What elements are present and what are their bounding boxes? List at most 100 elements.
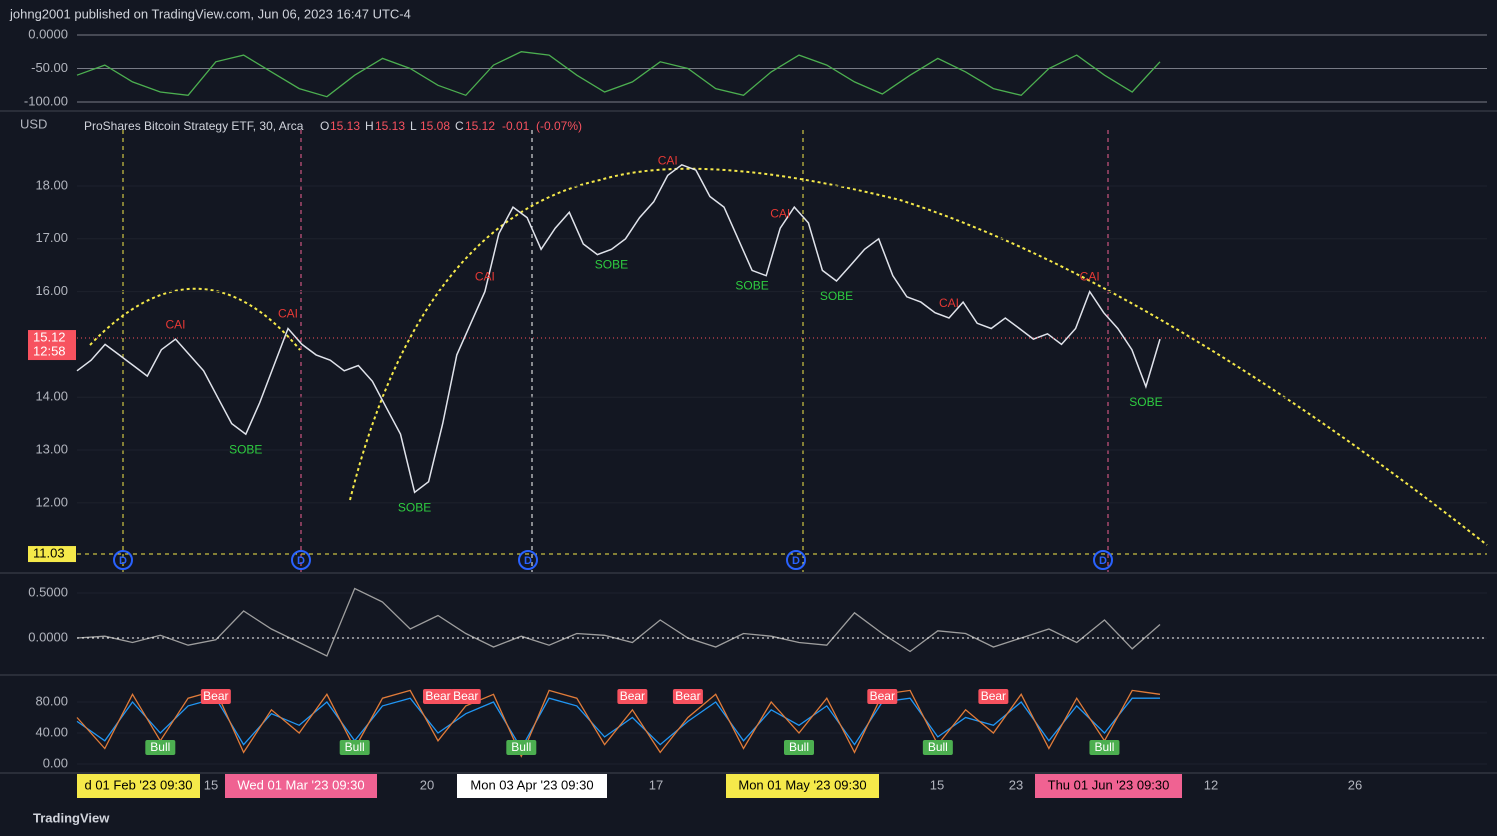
y-tick-label: 0.5000 bbox=[28, 584, 68, 599]
annotation: Bear bbox=[425, 689, 450, 703]
y-tick-label: 12.00 bbox=[35, 494, 68, 509]
dividend-marker bbox=[518, 550, 538, 570]
time-label: Mon 03 Apr '23 09:30 bbox=[470, 777, 593, 792]
annotation: Bear bbox=[203, 689, 228, 703]
currency: USD bbox=[20, 116, 47, 131]
y-tick-label: 0.00 bbox=[43, 755, 68, 770]
annotation: CAI bbox=[165, 317, 185, 331]
dividend-marker bbox=[786, 550, 806, 570]
annotation-box bbox=[617, 689, 648, 704]
level-box bbox=[28, 546, 76, 563]
time-label: 15 bbox=[204, 777, 218, 792]
dividend-marker bbox=[291, 550, 311, 570]
annotation-box bbox=[978, 689, 1009, 704]
dividend-label: D bbox=[119, 555, 127, 567]
annotation-box bbox=[867, 689, 898, 704]
legend-high: 15.13 bbox=[375, 119, 405, 133]
time-label: Thu 01 Jun '23 09:30 bbox=[1048, 777, 1170, 792]
time-label-box bbox=[77, 774, 200, 798]
annotation: SOBE bbox=[595, 257, 628, 271]
y-tick-label: 18.00 bbox=[35, 177, 68, 192]
annotation: Bear bbox=[620, 689, 645, 703]
y-tick-label: -100.00 bbox=[24, 93, 68, 108]
annotation: SOBE bbox=[1129, 395, 1162, 409]
time-label: 15 bbox=[930, 777, 944, 792]
legend-letter: C bbox=[455, 119, 464, 133]
time-label: 17 bbox=[649, 777, 663, 792]
annotation-box bbox=[506, 740, 537, 755]
dividend-marker bbox=[113, 550, 133, 570]
annotation: CAI bbox=[658, 154, 678, 168]
annotation: CAI bbox=[770, 206, 790, 220]
annotation: Bull bbox=[1094, 740, 1114, 754]
dividend-label: D bbox=[792, 555, 800, 567]
time-label-box bbox=[225, 774, 377, 798]
legend-letter: H bbox=[365, 119, 374, 133]
annotation-box bbox=[922, 740, 953, 755]
annotation: Bull bbox=[511, 740, 531, 754]
y-tick-label: 40.00 bbox=[35, 724, 68, 739]
series-line bbox=[76, 587, 1161, 657]
series-line bbox=[76, 163, 1161, 494]
y-tick-label: 14.00 bbox=[35, 389, 68, 404]
legend-open: 15.13 bbox=[330, 119, 360, 133]
y-tick-label: 17.00 bbox=[35, 230, 68, 245]
annotation: CAI bbox=[475, 270, 495, 284]
legend-change: -0.01 bbox=[502, 119, 530, 133]
current-price: 15.12 bbox=[33, 329, 66, 344]
annotation: Bear bbox=[870, 689, 895, 703]
annotation: CAI bbox=[939, 296, 959, 310]
y-tick-label: 16.00 bbox=[35, 283, 68, 298]
header: johng2001 published on TradingView.com, … bbox=[9, 6, 411, 21]
annotation: Bear bbox=[453, 689, 478, 703]
annotation: SOBE bbox=[398, 500, 431, 514]
legend-close: 15.12 bbox=[465, 119, 495, 133]
legend: ProShares Bitcoin Strategy ETF, 30, Arca… bbox=[84, 119, 582, 133]
time-label: 26 bbox=[1348, 777, 1362, 792]
time-label: 12 bbox=[1204, 777, 1218, 792]
legend-letter: L bbox=[410, 119, 417, 133]
annotation-box bbox=[784, 740, 814, 755]
price-box bbox=[28, 330, 76, 361]
annotation-box bbox=[450, 689, 481, 704]
y-tick-label: 80.00 bbox=[35, 693, 68, 708]
event-lines bbox=[122, 130, 1109, 572]
annotation-box bbox=[339, 740, 370, 755]
time-label: 20 bbox=[420, 777, 434, 792]
time-label-box bbox=[726, 774, 879, 798]
dividend-label: D bbox=[1099, 555, 1107, 567]
time-label-box bbox=[1035, 774, 1182, 798]
time-label: 23 bbox=[1009, 777, 1023, 792]
annotation: SOBE bbox=[229, 442, 262, 456]
legend-low: 15.08 bbox=[420, 119, 450, 133]
dividend-marker bbox=[1093, 550, 1113, 570]
time-label: d 01 Feb '23 09:30 bbox=[84, 777, 192, 792]
time-label-box bbox=[457, 774, 607, 798]
annotation-box bbox=[145, 740, 176, 755]
annotation-box bbox=[672, 689, 703, 704]
legend-name: ProShares Bitcoin Strategy ETF, 30, Arca bbox=[84, 119, 304, 133]
countdown: 12:58 bbox=[33, 343, 66, 358]
legend-letter: O bbox=[320, 119, 329, 133]
dividend-label: D bbox=[524, 555, 532, 567]
annotation: CAI bbox=[1080, 270, 1100, 284]
annotation: Bear bbox=[981, 689, 1006, 703]
dividend-label: D bbox=[297, 555, 305, 567]
trend-arc bbox=[89, 167, 1488, 546]
annotation: Bull bbox=[789, 740, 809, 754]
annotation-box bbox=[423, 689, 453, 704]
footer: TradingView bbox=[33, 810, 110, 825]
annotation: SOBE bbox=[735, 279, 768, 293]
time-label: Mon 01 May '23 09:30 bbox=[738, 777, 866, 792]
series-line bbox=[76, 689, 1161, 758]
annotation: SOBE bbox=[820, 289, 853, 303]
y-tick-label: 13.00 bbox=[35, 441, 68, 456]
level-label: 11.03 bbox=[33, 545, 65, 560]
time-label: Wed 01 Mar '23 09:30 bbox=[237, 777, 364, 792]
annotation: Bull bbox=[150, 740, 170, 754]
annotation-box bbox=[1089, 740, 1120, 755]
annotation-box bbox=[200, 689, 231, 704]
legend-change-pct: (-0.07%) bbox=[536, 119, 582, 133]
